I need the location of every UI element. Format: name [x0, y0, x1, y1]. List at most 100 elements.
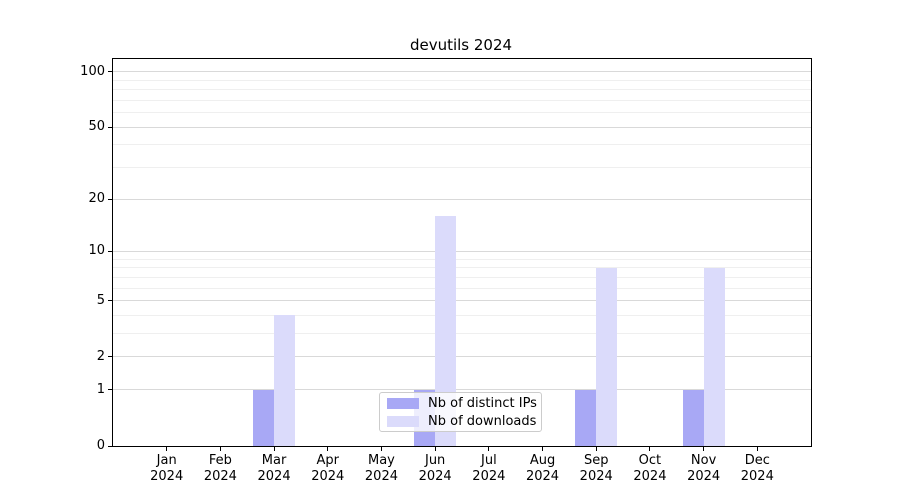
y-gridline-minor [113, 314, 811, 316]
x-tick-month: Jan [156, 453, 177, 468]
x-tick-mark [595, 447, 597, 451]
legend-label: Nb of distinct IPs [428, 395, 537, 411]
x-tick-year: 2024 [364, 469, 398, 484]
y-gridline-major [113, 250, 811, 252]
y-tick-label: 5 [96, 292, 105, 308]
y-gridline-minor [113, 79, 811, 81]
y-tick-mark [108, 300, 112, 302]
y-gridline-minor [113, 333, 811, 335]
x-tick-mark [380, 447, 382, 451]
x-tick-year: 2024 [579, 469, 613, 484]
y-gridline-minor [113, 112, 811, 114]
y-tick-mark [108, 71, 112, 73]
x-tick-mark [273, 447, 275, 451]
x-tick-year: 2024 [257, 469, 291, 484]
x-tick-label: Nov 2024 [672, 453, 736, 485]
y-tick-mark [108, 198, 112, 200]
x-tick-mark [219, 447, 221, 451]
y-gridline-minor [113, 89, 811, 91]
bar-nb-of-distinct-ips [575, 389, 597, 446]
y-tick-mark [108, 445, 112, 447]
x-tick-year: 2024 [525, 469, 560, 484]
legend-label: Nb of downloads [428, 413, 537, 429]
x-tick-label: Jun 2024 [403, 453, 467, 485]
x-tick-month: Jul [481, 453, 497, 468]
x-tick-label: Jul 2024 [457, 453, 521, 485]
y-tick-mark [108, 126, 112, 128]
x-tick-mark [542, 447, 544, 451]
x-tick-label: Feb 2024 [188, 453, 252, 485]
x-tick-year: 2024 [311, 469, 345, 484]
x-tick-month: Nov [690, 453, 717, 468]
x-tick-month: Jun [424, 453, 446, 468]
x-tick-month: Feb [208, 453, 232, 468]
x-tick-month: Oct [638, 453, 662, 468]
x-tick-month: Aug [529, 453, 556, 468]
x-tick-mark [649, 447, 651, 451]
y-tick-label: 20 [88, 191, 105, 207]
y-tick-mark [108, 250, 112, 252]
x-tick-year: 2024 [472, 469, 506, 484]
y-gridline-minor [113, 267, 811, 269]
x-tick-mark [434, 447, 436, 451]
y-tick-mark [108, 389, 112, 391]
y-tick-label: 2 [96, 348, 105, 364]
x-tick-year: 2024 [150, 469, 184, 484]
y-gridline-minor [113, 144, 811, 146]
y-tick-label: 1 [96, 381, 105, 397]
x-tick-year: 2024 [687, 469, 721, 484]
y-gridline-major [113, 389, 811, 391]
y-tick-label: 0 [96, 438, 105, 453]
x-tick-label: Dec 2024 [725, 453, 789, 485]
x-tick-year: 2024 [740, 469, 774, 484]
legend: Nb of distinct IPs Nb of downloads [379, 392, 542, 432]
bar-nb-of-distinct-ips [682, 389, 704, 446]
x-tick-mark [166, 447, 168, 451]
x-tick-mark [488, 447, 490, 451]
x-tick-mark [703, 447, 705, 451]
y-gridline-minor [113, 287, 811, 289]
x-tick-year: 2024 [203, 469, 237, 484]
x-tick-label: Oct 2024 [618, 453, 682, 485]
y-tick-label: 100 [80, 63, 105, 79]
y-gridline-minor [113, 258, 811, 260]
x-tick-year: 2024 [633, 469, 667, 484]
x-tick-label: Apr 2024 [296, 453, 360, 485]
chart-title: devutils 2024 [409, 36, 513, 54]
x-tick-year: 2024 [418, 469, 452, 484]
y-tick-label: 10 [88, 243, 105, 259]
y-gridline-major [113, 126, 811, 128]
plot-area: 0 1 2 5 10 20 50 100 Jan 2024 Feb 2024 Mar 2024 Apr 202… [80, 58, 812, 484]
bar-nb-of-downloads [274, 315, 296, 446]
legend-swatch [387, 397, 419, 409]
y-gridline-major [113, 356, 811, 358]
x-tick-month: Apr [316, 453, 340, 468]
x-tick-mark [756, 447, 758, 451]
y-gridline-minor [113, 99, 811, 101]
x-tick-label: May 2024 [349, 453, 413, 485]
y-gridline-major [113, 71, 811, 73]
bar-nb-of-downloads [703, 267, 725, 446]
legend-swatch [387, 415, 419, 427]
y-tick-label: 50 [88, 119, 105, 135]
bar-nb-of-downloads [435, 216, 457, 446]
legend-row: Nb of distinct IPs [380, 396, 541, 411]
x-tick-month: May [368, 453, 395, 468]
x-tick-month: Mar [261, 453, 287, 468]
y-gridline-minor [113, 276, 811, 278]
x-tick-label: Sep 2024 [564, 453, 628, 485]
x-tick-mark [327, 447, 329, 451]
legend-row: Nb of downloads [380, 414, 541, 429]
x-tick-month: Sep [583, 453, 609, 468]
y-gridline-minor [113, 166, 811, 168]
bar-nb-of-downloads [596, 267, 618, 446]
x-tick-month: Dec [744, 453, 770, 468]
x-tick-label: Jan 2024 [135, 453, 199, 485]
bar-nb-of-distinct-ips [253, 389, 275, 446]
y-gridline-major [113, 300, 811, 302]
x-tick-label: Mar 2024 [242, 453, 306, 485]
y-gridline-major [113, 198, 811, 200]
x-tick-label: Aug 2024 [511, 453, 575, 485]
y-tick-mark [108, 356, 112, 358]
